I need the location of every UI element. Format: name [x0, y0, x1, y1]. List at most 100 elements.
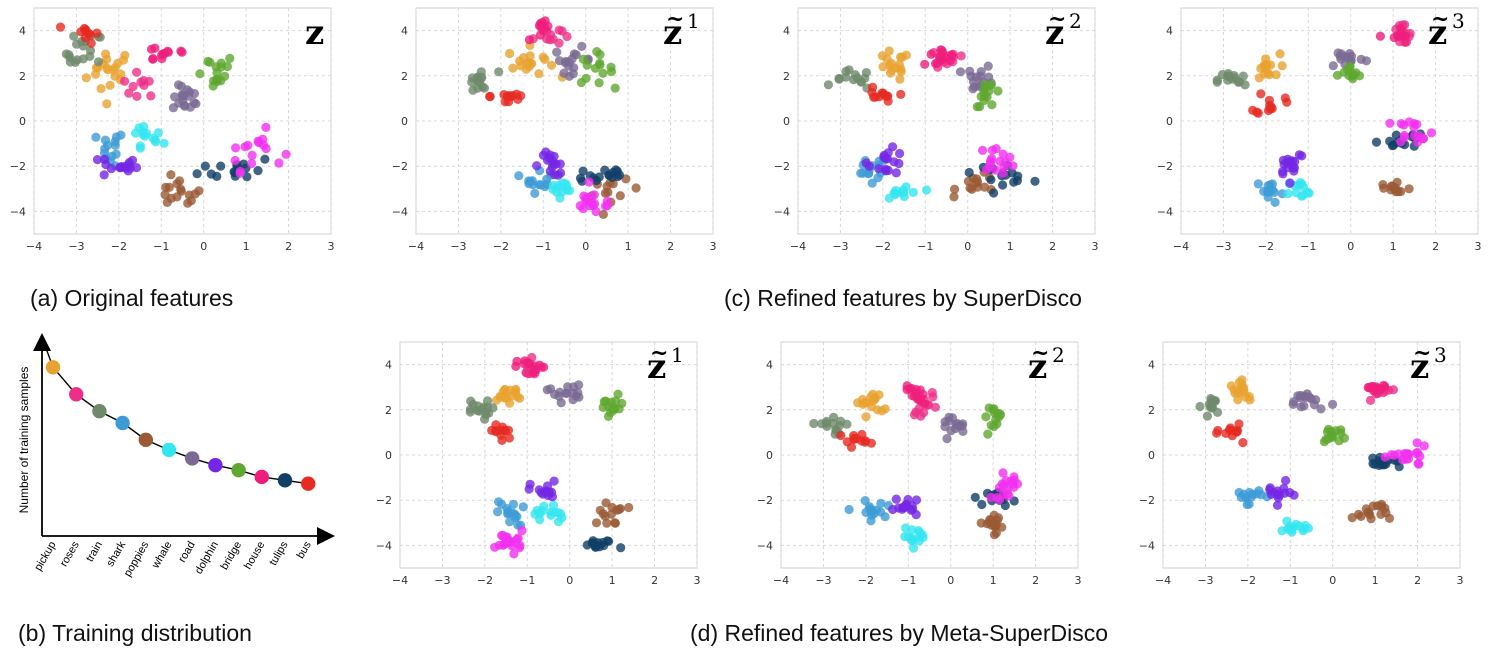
y-axis-label: Number of training samples [17, 367, 31, 514]
point-train [823, 80, 834, 90]
class-label-shark: shark [104, 539, 128, 569]
point-whale [138, 127, 148, 137]
title-tilde: ~ [1431, 6, 1449, 32]
point-roses [554, 38, 564, 48]
point-roses [132, 67, 142, 77]
point-bus [1280, 93, 1290, 103]
point-poppies [1396, 186, 1406, 197]
point-bus [1212, 428, 1222, 438]
point-whale [535, 515, 545, 525]
point-poppies [991, 528, 1002, 538]
point-pickup [105, 80, 115, 90]
point-tulips [1368, 453, 1378, 463]
point-magenta [1399, 130, 1409, 141]
point-pickup [884, 46, 894, 56]
point-magenta [981, 165, 992, 175]
point-tulips [242, 172, 252, 182]
point-tulips [616, 543, 626, 553]
x-tick-label: −2 [111, 240, 127, 253]
point-magenta [584, 177, 594, 187]
point-tulips [200, 161, 210, 171]
point-shark [867, 505, 877, 515]
point-house [535, 30, 546, 40]
point-magenta [1007, 479, 1017, 489]
point-bus [1265, 100, 1275, 110]
point-bridge [975, 102, 985, 112]
x-tick-label: 3 [694, 574, 701, 587]
caption-b: (b) Training distribution [18, 620, 252, 646]
point-roses [930, 402, 941, 412]
x-tick-label: 1 [609, 574, 616, 587]
class-marker-whale [161, 442, 177, 458]
point-pickup [511, 384, 521, 394]
y-tick-label: −4 [774, 205, 790, 218]
point-magenta [1419, 441, 1429, 451]
point-pickup [897, 52, 907, 62]
point-magenta [591, 206, 601, 217]
point-tulips [260, 154, 270, 164]
point-pickup [1239, 387, 1249, 397]
point-dolphin [550, 170, 560, 180]
y-tick-label: 2 [401, 70, 408, 83]
y-tick-label: 2 [19, 70, 26, 83]
point-tulips [253, 166, 263, 176]
panel-title: z [663, 13, 682, 53]
point-bridge [195, 69, 205, 79]
point-dolphin [1289, 490, 1299, 500]
point-poppies [601, 498, 611, 508]
point-tulips [604, 170, 614, 180]
point-bridge [613, 389, 623, 399]
point-roses [146, 91, 156, 101]
point-train [822, 421, 832, 431]
x-tick-label: −2 [493, 240, 509, 253]
point-roses [1365, 395, 1376, 405]
point-road [1316, 404, 1326, 414]
point-magenta [1380, 452, 1390, 462]
point-bus [86, 38, 96, 48]
point-house [158, 49, 168, 59]
panel-title: z [1410, 347, 1429, 387]
point-pickup [538, 52, 548, 62]
point-house [530, 361, 540, 371]
point-house [911, 389, 921, 399]
point-train [1207, 403, 1217, 413]
x-tick-label: −3 [1197, 574, 1213, 587]
point-tulips [1030, 176, 1040, 186]
x-tick-label: 3 [1075, 574, 1082, 587]
point-magenta [1403, 449, 1414, 459]
point-dolphin [1278, 169, 1288, 179]
point-magenta [507, 537, 517, 547]
x-tick-label: 2 [1432, 240, 1439, 253]
y-tick-label: 0 [401, 115, 408, 128]
point-road [554, 56, 565, 66]
x-tick-label: 3 [328, 240, 335, 253]
point-road [173, 80, 184, 90]
point-pickup [858, 399, 868, 409]
point-dolphin [1281, 475, 1291, 486]
point-road [1328, 61, 1338, 71]
point-magenta [1410, 131, 1420, 141]
panel-title: z [1428, 13, 1447, 53]
point-whale [1297, 191, 1307, 201]
class-marker-house [254, 469, 269, 485]
point-magenta [1412, 119, 1422, 129]
x-tick-label: −3 [832, 240, 848, 253]
point-whale [899, 191, 909, 202]
point-pickup [118, 55, 128, 65]
point-train [850, 70, 860, 80]
point-road [968, 76, 979, 87]
y-tick-label: 0 [1166, 115, 1173, 128]
point-magenta [991, 144, 1001, 154]
point-house [148, 54, 158, 64]
x-tick-label: −3 [1215, 240, 1231, 253]
point-whale [1299, 524, 1309, 534]
point-poppies [598, 509, 608, 519]
point-road [1296, 390, 1306, 401]
point-shark [111, 149, 121, 159]
point-dolphin [888, 504, 898, 515]
point-bus [868, 82, 878, 92]
point-road [577, 41, 587, 52]
point-shark [530, 188, 540, 198]
point-road [180, 101, 190, 111]
point-house [1393, 30, 1403, 41]
